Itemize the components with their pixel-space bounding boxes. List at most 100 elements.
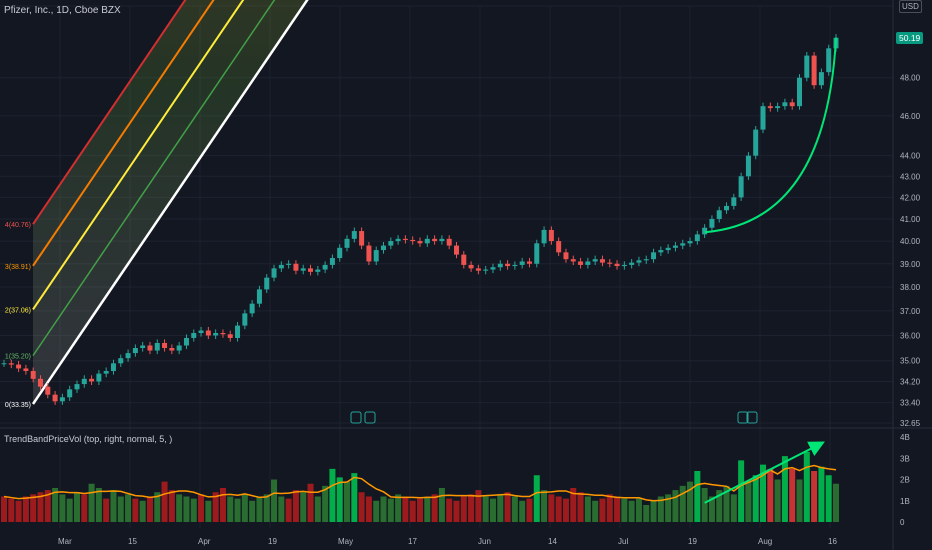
candle-body: [67, 389, 73, 398]
volume-bar: [803, 451, 810, 522]
indicator-label[interactable]: TrendBandPriceVol (top, right, normal, 5…: [4, 434, 173, 444]
last-price-label: 50.19: [896, 32, 924, 44]
time-tick: May: [338, 537, 353, 546]
volume-bar: [241, 494, 248, 522]
candle-body: [23, 368, 29, 372]
candle-body: [607, 262, 613, 264]
volume-bar: [635, 498, 642, 522]
candle-body: [738, 176, 744, 198]
time-tick: 19: [268, 537, 277, 546]
volume-bar: [672, 490, 679, 522]
volume-bar: [745, 481, 752, 522]
candle-body: [125, 353, 131, 359]
volume-bar: [730, 494, 737, 522]
candle-body: [687, 241, 693, 244]
candle-body: [599, 259, 605, 263]
candle-body: [782, 102, 788, 107]
volume-bar: [176, 494, 183, 522]
volume-bar: [139, 500, 146, 522]
volume-bar: [657, 496, 664, 522]
volume-bar: [212, 492, 219, 522]
volume-bar: [621, 498, 628, 522]
volume-bar: [519, 500, 526, 522]
time-tick: 14: [548, 537, 557, 546]
time-tick: Jul: [618, 537, 628, 546]
channel-level-label: 1(35.20): [5, 354, 31, 361]
candle-body: [162, 342, 168, 349]
candle-body: [621, 264, 627, 267]
volume-bar: [701, 488, 708, 522]
candle-body: [59, 397, 65, 402]
volume-bar: [161, 481, 168, 522]
candle-body: [300, 268, 306, 271]
regression-channel-lines: [31, 0, 309, 405]
volume-bars: [1, 451, 839, 522]
time-tick: Aug: [758, 537, 772, 546]
candle-body: [264, 277, 270, 290]
volume-bar: [833, 483, 839, 522]
volume-ma-line: [3, 464, 837, 502]
volume-bar: [548, 494, 555, 522]
price-tick: 32.65: [900, 419, 921, 428]
candle-body: [74, 384, 80, 390]
volume-bar: [584, 496, 591, 522]
candle-body: [191, 332, 197, 338]
volume-bar: [59, 494, 66, 522]
channel-level-label: 2(37.06): [5, 307, 31, 314]
volume-bar: [599, 498, 606, 522]
candle-body: [337, 247, 343, 259]
candle-body: [271, 268, 277, 278]
volume-bar: [489, 498, 496, 522]
event-marker: [737, 411, 749, 424]
channel-line: [31, 0, 309, 405]
candle-body: [483, 269, 489, 271]
volume-bar: [103, 498, 110, 522]
price-tick: 40.00: [900, 237, 921, 246]
candle-body: [797, 77, 803, 107]
candle-body: [220, 332, 226, 335]
volume-bar: [760, 464, 767, 522]
candle-body: [308, 268, 314, 272]
volume-bar: [417, 498, 423, 522]
volume-bar: [30, 494, 37, 522]
volume-bar: [22, 496, 29, 522]
candle-body: [344, 238, 350, 248]
volume-bar: [811, 471, 818, 522]
candle-body: [439, 238, 445, 242]
volume-bar: [81, 494, 88, 522]
volume-bar: [446, 498, 453, 522]
candles: [1, 34, 839, 405]
channel-line: [32, 0, 245, 311]
price-tick: 33.40: [900, 399, 921, 408]
volume-bar: [190, 498, 197, 522]
volume-bar: [424, 496, 431, 522]
volume-bar: [431, 494, 438, 522]
candle-body: [30, 371, 36, 379]
candle-body: [585, 261, 591, 265]
candle-body: [359, 231, 365, 246]
candle-body: [658, 250, 664, 253]
price-tick: 36.00: [900, 331, 921, 340]
volume-bar: [387, 498, 394, 522]
channel-level-label: 4(40.76): [5, 222, 31, 229]
volume-bar: [650, 500, 657, 522]
channel-level-label: 0(33.35): [5, 402, 31, 409]
volume-bar: [117, 496, 124, 522]
volume-bar: [88, 483, 95, 522]
volume-bar: [526, 498, 533, 522]
candle-body: [453, 245, 459, 255]
volume-bar: [687, 481, 694, 522]
candle-body: [147, 345, 153, 351]
event-marker: [746, 411, 758, 424]
time-tick: 15: [128, 537, 137, 546]
volume-bar: [402, 496, 409, 522]
price-tick: 43.00: [900, 172, 921, 181]
volume-bar: [183, 496, 190, 522]
candle-body: [278, 264, 284, 269]
currency-badge[interactable]: USD: [899, 0, 922, 13]
candle-body: [154, 342, 160, 351]
volume-bar: [789, 468, 796, 522]
volume-bar: [628, 500, 635, 522]
volume-bar: [154, 492, 161, 522]
volume-bar: [219, 488, 226, 522]
